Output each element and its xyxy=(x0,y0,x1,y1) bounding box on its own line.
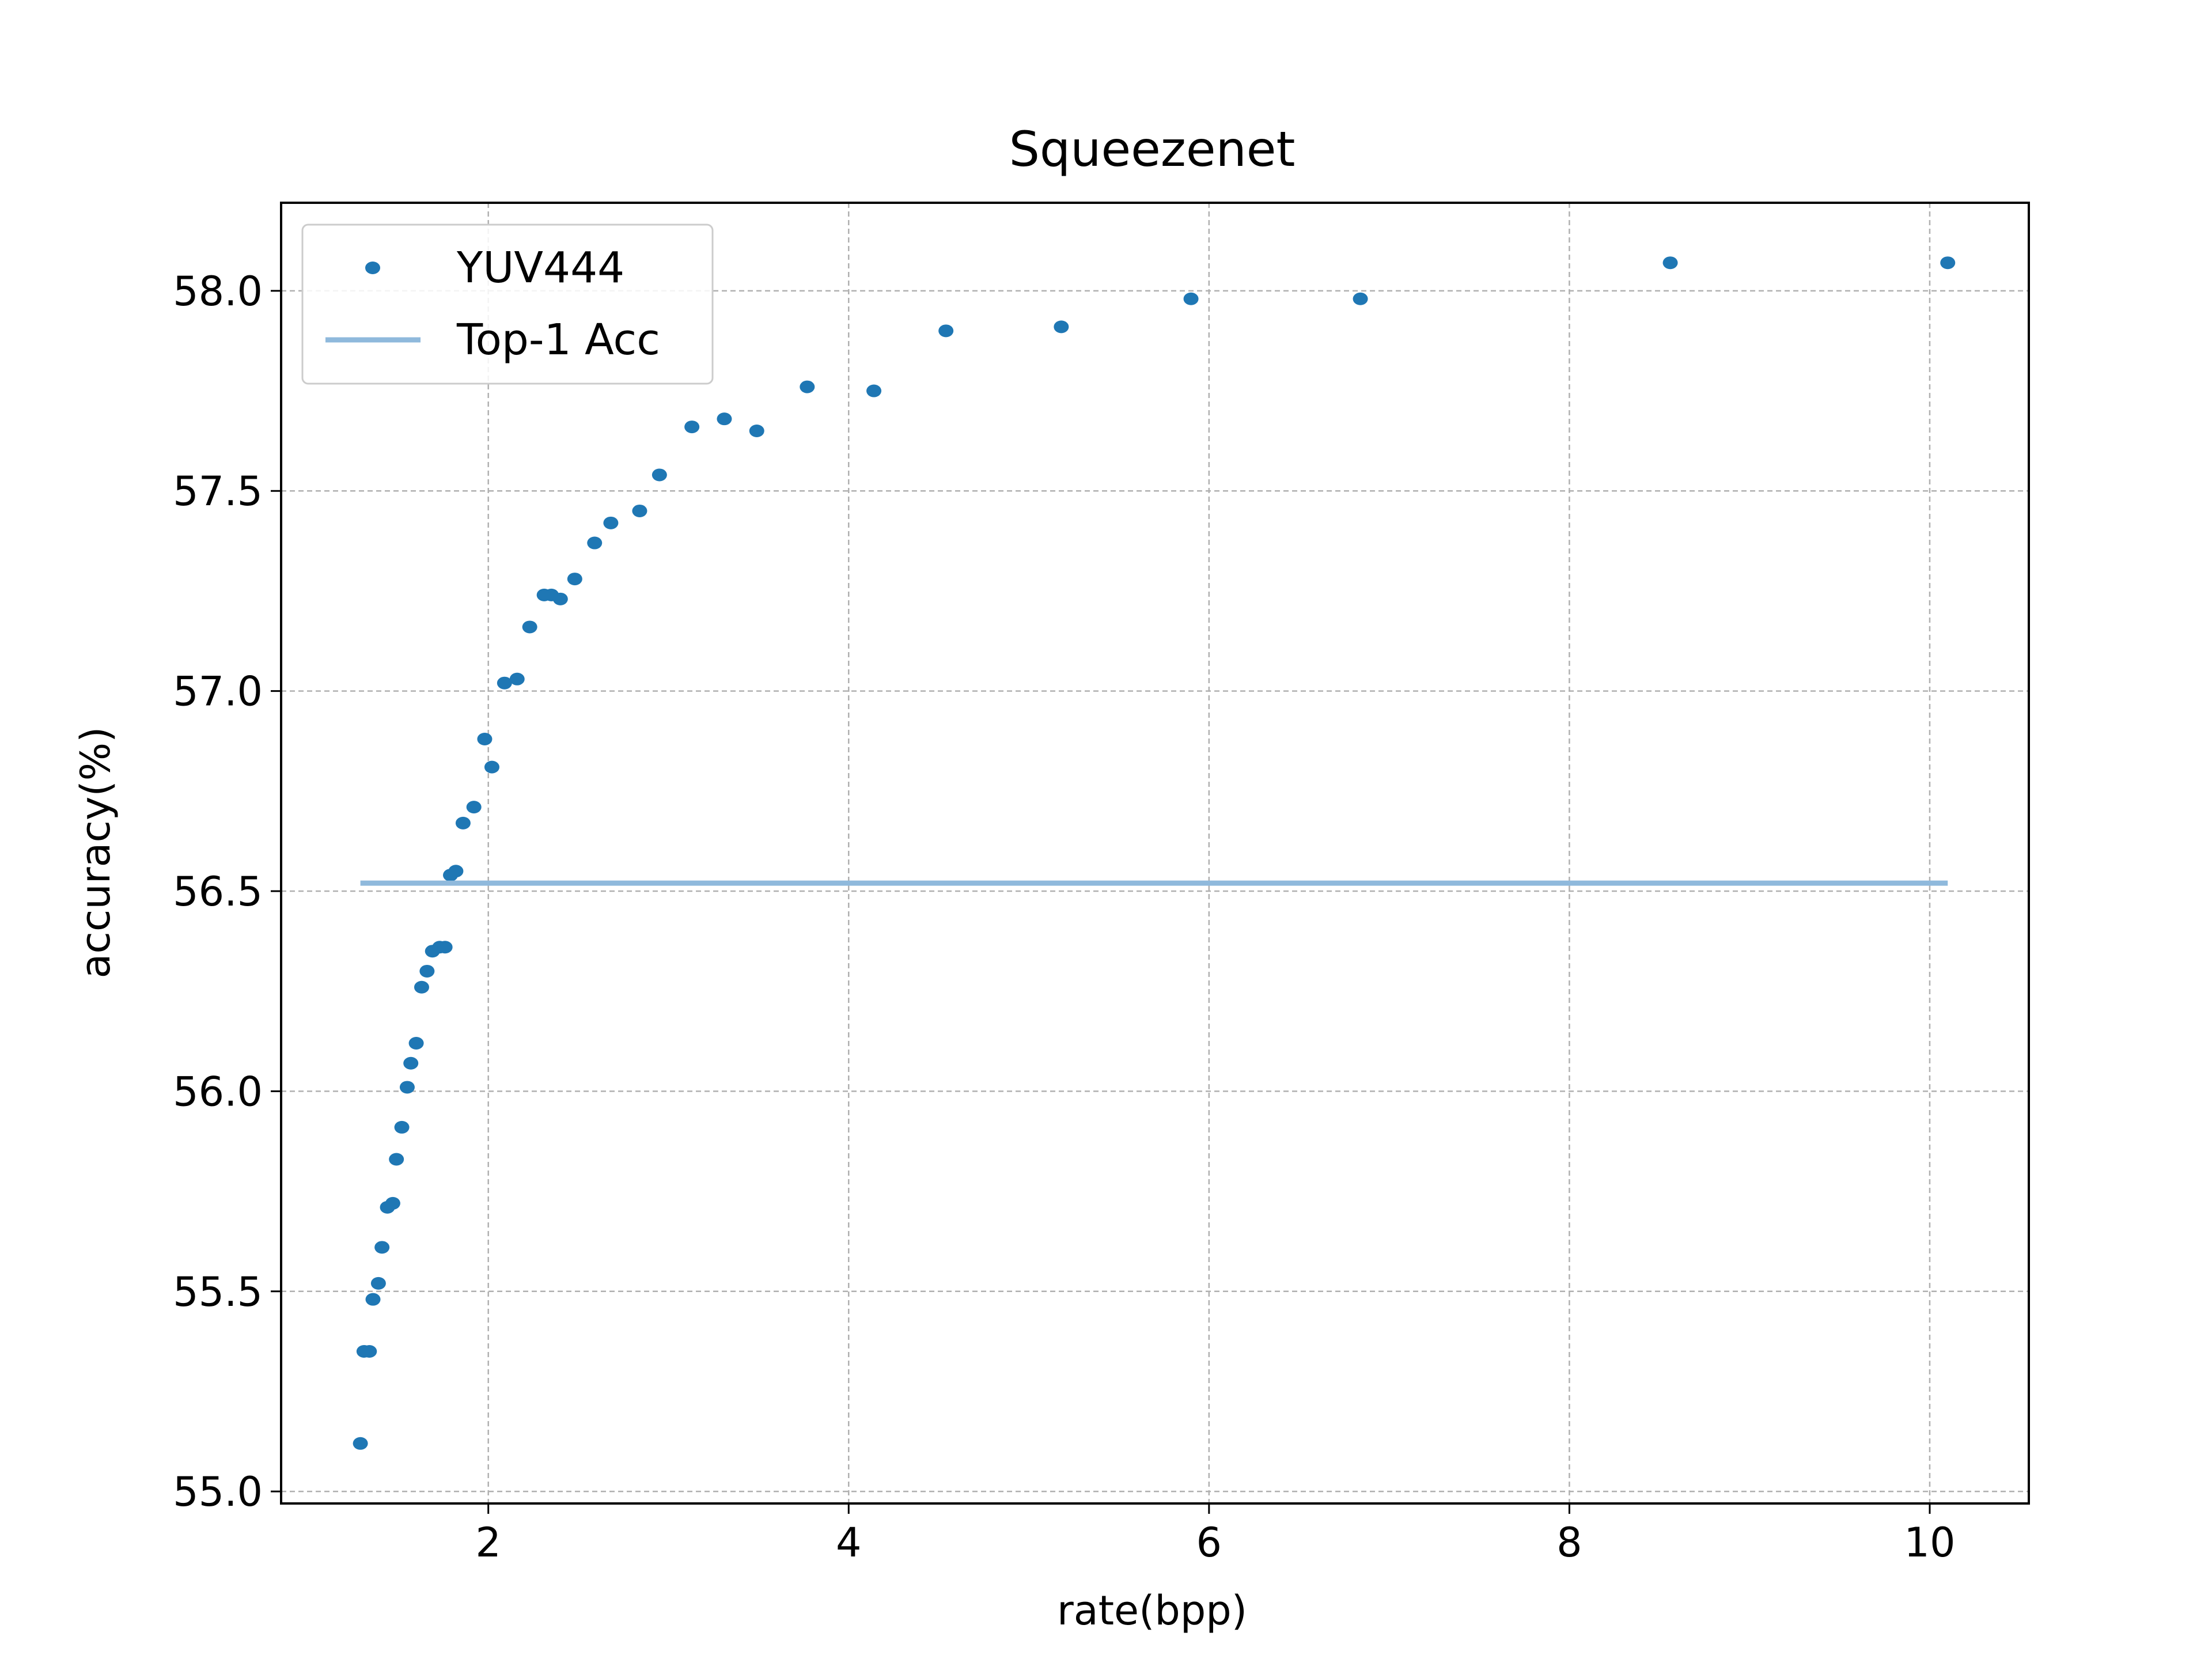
data-point xyxy=(587,536,603,550)
data-point xyxy=(403,1056,419,1070)
x-tick-label: 4 xyxy=(836,1519,862,1566)
data-point xyxy=(374,1241,390,1254)
data-point xyxy=(938,324,954,338)
data-point xyxy=(389,1153,404,1166)
legend-label: Top-1 Acc xyxy=(456,315,660,365)
data-point xyxy=(484,760,499,774)
y-tick-label: 55.0 xyxy=(173,1468,263,1516)
chart-title: Squeezenet xyxy=(1009,121,1296,177)
data-point xyxy=(466,801,482,814)
data-point xyxy=(385,1196,400,1210)
data-point xyxy=(632,504,647,517)
data-point xyxy=(684,421,700,434)
legend: YUV444 Top-1 Acc xyxy=(301,224,714,385)
data-point xyxy=(749,425,764,438)
y-tick-label: 57.5 xyxy=(173,468,263,515)
data-point xyxy=(1940,256,1956,270)
y-axis-label: accuracy(%) xyxy=(72,727,119,979)
axes-frame xyxy=(280,202,2030,1505)
data-point xyxy=(652,468,667,482)
axis-ticks: 2 4 6 8 10 55.0 55.5 56.0 56.5 57.0 57.5 58.0 xyxy=(173,268,1955,1566)
data-point xyxy=(362,1344,377,1358)
data-point xyxy=(717,412,732,426)
data-point xyxy=(1662,256,1678,270)
data-point xyxy=(477,732,493,745)
y-tick-label: 56.5 xyxy=(173,868,263,915)
data-point xyxy=(800,380,815,393)
y-tick-label: 56.0 xyxy=(173,1068,263,1115)
data-point xyxy=(866,384,882,397)
data-point xyxy=(567,573,582,586)
legend-label: YUV444 xyxy=(456,243,624,293)
data-point xyxy=(394,1120,410,1134)
data-point xyxy=(522,620,537,634)
data-point xyxy=(353,1437,368,1450)
data-point xyxy=(1054,320,1069,334)
data-point xyxy=(437,941,453,954)
data-point xyxy=(552,592,568,605)
data-point xyxy=(497,676,512,690)
grid-lines xyxy=(281,203,2029,1503)
data-point xyxy=(1183,292,1199,305)
legend-swatch-marker xyxy=(365,262,380,274)
data-point xyxy=(1353,292,1368,305)
x-tick-label: 2 xyxy=(475,1519,501,1566)
legend-box xyxy=(301,224,714,385)
x-axis-label: rate(bpp) xyxy=(1057,1587,1247,1634)
y-tick-label: 57.0 xyxy=(173,668,263,715)
data-point xyxy=(603,516,619,529)
data-point xyxy=(408,1037,424,1050)
x-tick-label: 10 xyxy=(1904,1519,1955,1566)
y-tick-label: 55.5 xyxy=(173,1268,263,1316)
data-point xyxy=(455,816,471,830)
y-tick-label: 58.0 xyxy=(173,268,263,315)
x-tick-label: 8 xyxy=(1556,1519,1582,1566)
x-tick-label: 6 xyxy=(1196,1519,1222,1566)
data-point xyxy=(509,672,525,685)
data-point xyxy=(414,980,429,994)
data-point xyxy=(419,964,435,978)
data-point xyxy=(370,1277,386,1290)
plot-series xyxy=(353,256,1956,1450)
data-point xyxy=(448,865,464,878)
data-point xyxy=(399,1081,415,1094)
data-point xyxy=(365,1293,381,1306)
